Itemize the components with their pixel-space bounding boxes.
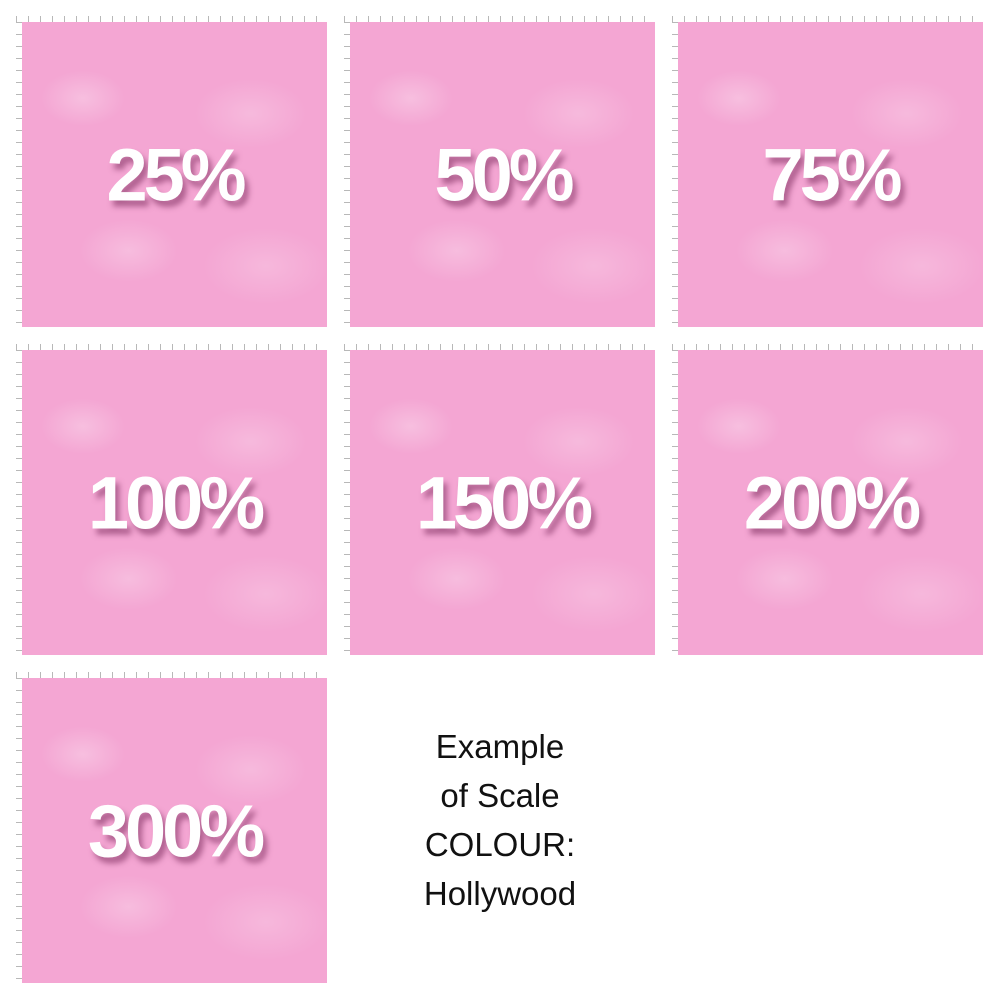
ruler-left bbox=[344, 22, 350, 327]
ruler-top bbox=[16, 16, 327, 22]
scale-tile-50: 50% bbox=[344, 16, 655, 327]
scale-label: 300% bbox=[87, 789, 265, 872]
fabric-swatch bbox=[22, 22, 327, 327]
ruler-top bbox=[344, 344, 655, 350]
fabric-swatch bbox=[678, 350, 983, 655]
scale-tile-100: 100% bbox=[16, 344, 327, 655]
scale-label: 75% bbox=[762, 133, 902, 216]
ruler-left bbox=[16, 22, 22, 327]
fabric-swatch bbox=[22, 678, 327, 983]
scale-tile-150: 150% bbox=[344, 344, 655, 655]
ruler-top bbox=[672, 344, 983, 350]
scale-label: 100% bbox=[87, 461, 265, 544]
ruler-left bbox=[344, 350, 350, 655]
fabric-swatch bbox=[350, 350, 655, 655]
caption-line: of Scale bbox=[440, 777, 560, 814]
scale-tile-25: 25% bbox=[16, 16, 327, 327]
scale-label: 50% bbox=[434, 133, 574, 216]
scale-tile-300: 300% bbox=[16, 672, 327, 983]
ruler-left bbox=[672, 22, 678, 327]
ruler-left bbox=[16, 678, 22, 983]
ruler-top bbox=[672, 16, 983, 22]
ruler-top bbox=[16, 344, 327, 350]
ruler-left bbox=[672, 350, 678, 655]
fabric-swatch bbox=[350, 22, 655, 327]
scale-label: 200% bbox=[743, 461, 921, 544]
scale-tile-75: 75% bbox=[672, 16, 983, 327]
ruler-left bbox=[16, 350, 22, 655]
caption-line: Example bbox=[435, 728, 565, 765]
fabric-swatch bbox=[22, 350, 327, 655]
ruler-top bbox=[16, 672, 327, 678]
fabric-swatch bbox=[678, 22, 983, 327]
scale-caption: Example of Scale COLOUR: Hollywood bbox=[380, 722, 620, 918]
scale-tile-200: 200% bbox=[672, 344, 983, 655]
caption-line: COLOUR: bbox=[424, 826, 576, 863]
scale-label: 150% bbox=[415, 461, 593, 544]
caption-line: Hollywood bbox=[423, 875, 577, 912]
scale-label: 25% bbox=[106, 133, 246, 216]
ruler-top bbox=[344, 16, 655, 22]
